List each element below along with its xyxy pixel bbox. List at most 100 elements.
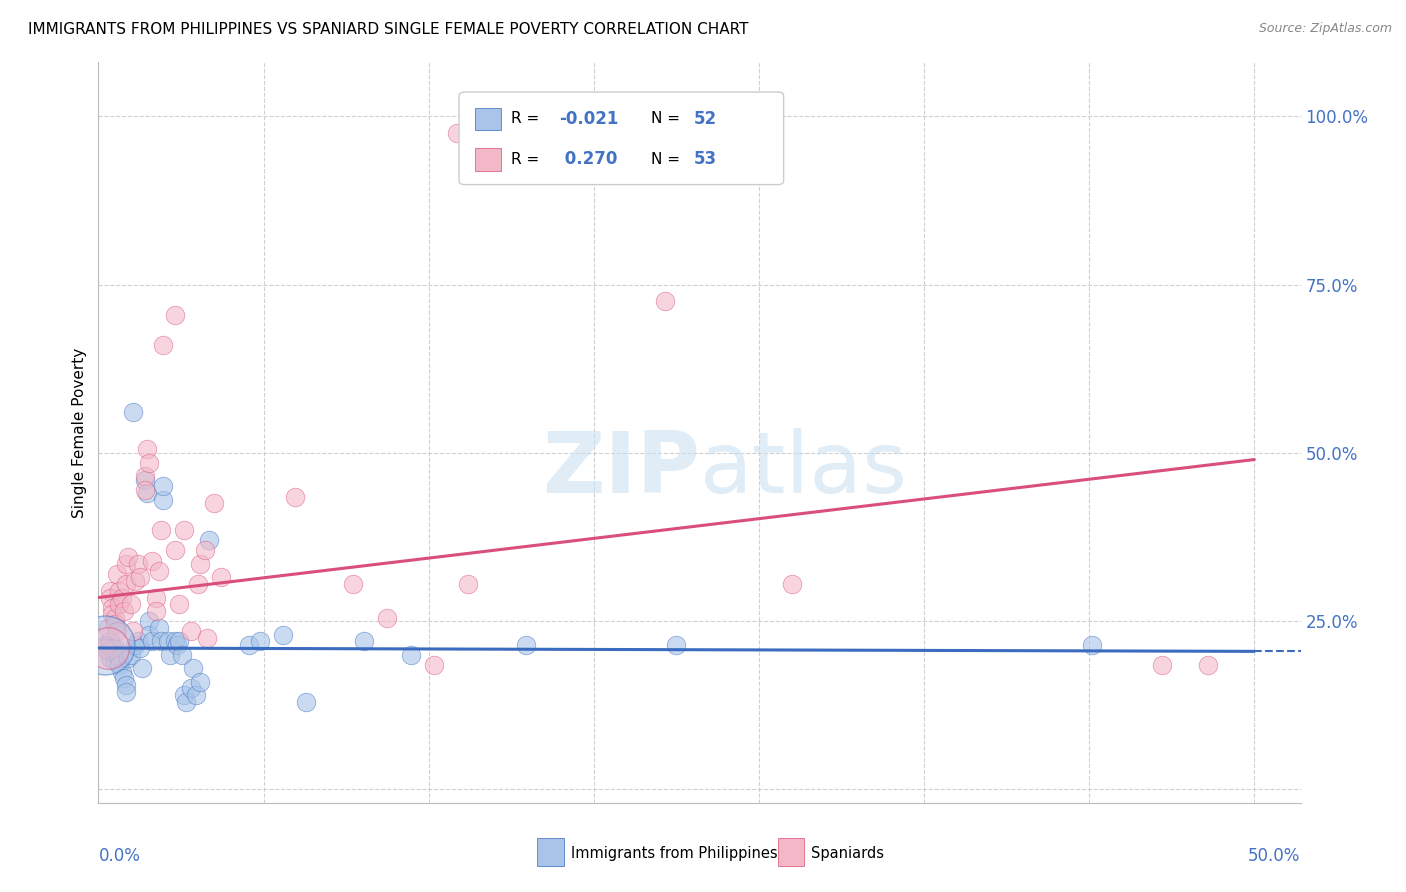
Point [97,621,120,635]
Point [422,657,444,672]
Point [110,591,132,605]
Point [120,597,142,611]
FancyBboxPatch shape [537,838,564,866]
Point [1081,638,1104,652]
Point [94,638,117,652]
Point [98,583,121,598]
FancyBboxPatch shape [475,108,501,130]
Point [131,661,153,675]
Point [94,638,117,652]
Point [127,557,149,571]
Point [136,442,159,457]
Point [446,126,468,140]
Text: Immigrants from Philippines: Immigrants from Philippines [571,846,778,861]
Point [145,604,167,618]
Point [284,490,307,504]
Point [1150,657,1173,672]
Point [104,640,127,655]
Text: 53: 53 [693,151,717,169]
Point [117,550,139,565]
Point [515,638,537,652]
Text: N =: N = [651,112,685,126]
Point [101,600,124,615]
Point [105,624,128,639]
Point [173,523,195,537]
FancyBboxPatch shape [778,838,804,866]
Point [97,644,120,658]
Point [166,638,188,652]
Point [97,640,120,655]
Point [148,564,170,578]
Point [169,597,191,611]
Point [145,591,167,605]
Point [148,621,170,635]
Text: R =: R = [510,112,544,126]
Point [127,634,149,648]
Point [170,648,193,662]
Point [149,634,172,648]
Point [141,553,163,567]
Text: Source: ZipAtlas.com: Source: ZipAtlas.com [1258,22,1392,36]
Point [98,591,121,605]
Point [194,543,217,558]
Point [104,655,127,669]
Point [159,648,181,662]
Text: 0.0%: 0.0% [98,847,141,865]
FancyBboxPatch shape [458,92,783,185]
Point [115,557,138,571]
Point [188,674,211,689]
Point [138,627,160,641]
Point [180,624,202,639]
Point [353,634,375,648]
Text: Spaniards: Spaniards [811,846,884,861]
Y-axis label: Single Female Poverty: Single Female Poverty [72,348,87,517]
Point [134,469,156,483]
Point [110,665,132,679]
Point [195,631,218,645]
Point [101,607,124,622]
Text: IMMIGRANTS FROM PHILIPPINES VS SPANIARD SINGLE FEMALE POVERTY CORRELATION CHART: IMMIGRANTS FROM PHILIPPINES VS SPANIARD … [28,22,748,37]
Point [188,557,211,571]
Point [377,611,399,625]
Text: ZIP: ZIP [541,428,700,511]
Point [108,657,131,672]
Point [273,627,295,641]
Point [152,492,174,507]
Text: -0.021: -0.021 [558,110,619,128]
Point [181,661,204,675]
Point [1197,657,1219,672]
Point [112,604,135,618]
Point [115,577,138,591]
Point [163,308,186,322]
Point [138,456,160,470]
Point [184,688,207,702]
Point [780,577,803,591]
Point [134,483,156,497]
Point [138,614,160,628]
Point [129,640,152,655]
Text: R =: R = [510,152,544,167]
Point [98,634,121,648]
Point [108,651,131,665]
Point [124,638,146,652]
Point [180,681,202,696]
Point [94,640,117,655]
Point [104,611,127,625]
Point [105,648,128,662]
Point [117,651,139,665]
Point [202,496,225,510]
Point [122,624,145,639]
Point [141,634,163,648]
Point [173,688,195,702]
Point [152,479,174,493]
Point [101,640,124,655]
Point [129,570,152,584]
Point [399,648,422,662]
Point [342,577,364,591]
Point [163,543,186,558]
Point [149,523,172,537]
Point [249,634,271,648]
Text: N =: N = [651,152,685,167]
Point [112,671,135,685]
Point [457,577,479,591]
